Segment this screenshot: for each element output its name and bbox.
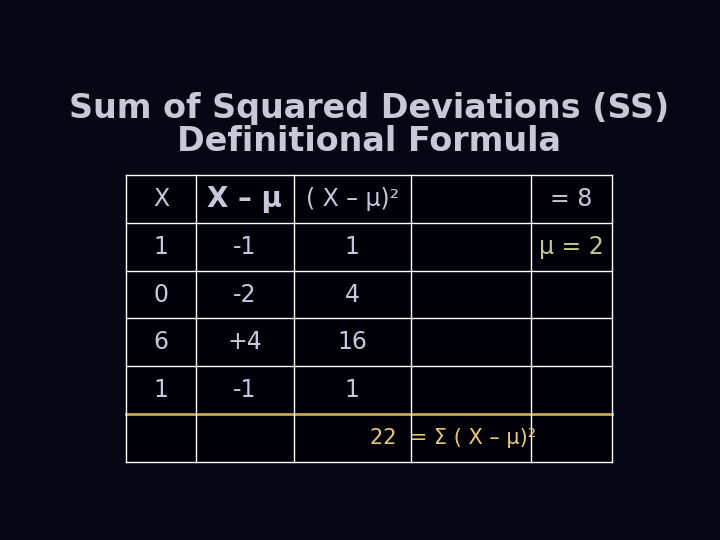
- Text: μ = 2: μ = 2: [539, 235, 603, 259]
- Text: 1: 1: [153, 235, 168, 259]
- Text: 16: 16: [338, 330, 367, 354]
- Text: 0: 0: [153, 282, 168, 307]
- Text: Sum of Squared Deviations (SS): Sum of Squared Deviations (SS): [69, 92, 669, 125]
- Bar: [126, 175, 612, 462]
- Text: +4: +4: [228, 330, 262, 354]
- Text: 1: 1: [345, 378, 360, 402]
- Text: Definitional Formula: Definitional Formula: [177, 125, 561, 158]
- Text: -2: -2: [233, 282, 256, 307]
- Text: 1: 1: [153, 378, 168, 402]
- Text: = 8: = 8: [550, 187, 593, 211]
- Text: 22  = Σ ( X – μ)²: 22 = Σ ( X – μ)²: [369, 428, 536, 448]
- Text: -1: -1: [233, 235, 256, 259]
- Text: -1: -1: [233, 378, 256, 402]
- Text: 1: 1: [345, 235, 360, 259]
- Text: X: X: [153, 187, 169, 211]
- Text: 6: 6: [153, 330, 168, 354]
- Text: ( X – μ)²: ( X – μ)²: [306, 187, 399, 211]
- Text: 4: 4: [345, 282, 360, 307]
- Text: X – μ: X – μ: [207, 185, 282, 213]
